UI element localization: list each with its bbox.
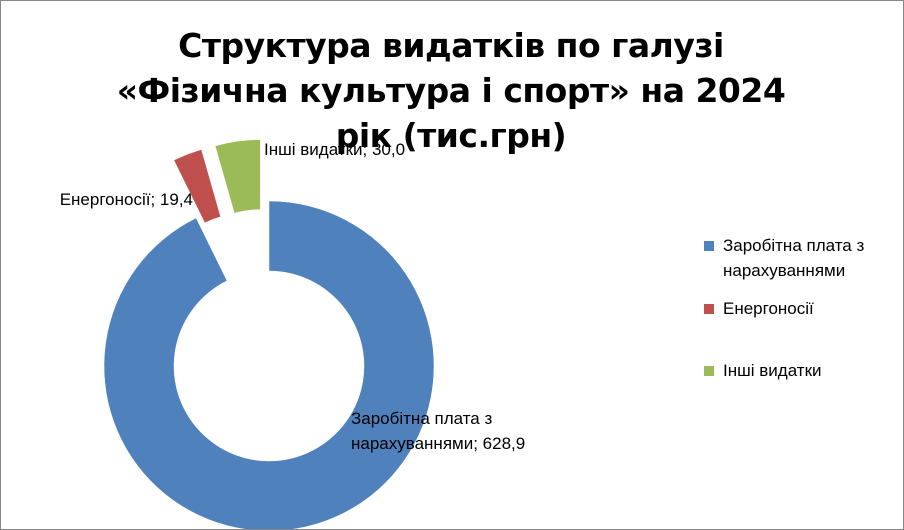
legend-swatch — [704, 366, 714, 376]
data-label-separator: ; — [362, 140, 372, 159]
segment-group — [103, 200, 435, 529]
legend-entry: Інші видатки — [704, 358, 896, 383]
data-label-separator: ; — [473, 434, 483, 453]
segment — [103, 200, 435, 529]
legend-label: Заробітна плата з нарахуваннями — [723, 236, 865, 280]
legend-swatch — [704, 304, 714, 314]
data-label: Енергоносії; 19,4 — [21, 187, 193, 212]
data-label-category: Енергоносії — [59, 190, 151, 209]
legend-entry: Енергоносії — [704, 296, 896, 321]
data-label-separator: ; — [150, 190, 160, 209]
segment — [173, 149, 221, 224]
segment-group — [214, 139, 261, 214]
legend-entry: Заробітна плата з нарахуваннями — [704, 233, 896, 283]
data-label-category: Інші видатки — [264, 140, 363, 159]
data-label: Заробітна плата з нарахуваннями; 628,9 — [351, 406, 526, 456]
data-label-category: Заробітна плата з нарахуваннями — [351, 409, 493, 453]
segment-group — [173, 149, 221, 224]
data-label: Інші видатки; 30,0 — [264, 137, 464, 162]
data-label-value: 628,9 — [482, 434, 526, 453]
legend-swatch — [704, 241, 714, 251]
data-label-value: 30,0 — [371, 140, 406, 159]
legend-label: Енергоносії — [723, 299, 814, 318]
segment — [214, 139, 261, 214]
data-label-value: 19,4 — [159, 190, 193, 209]
chart-title: Структура видатків по галузі «Фізична ку… — [116, 26, 786, 155]
legend-label: Інші видатки — [723, 361, 822, 380]
